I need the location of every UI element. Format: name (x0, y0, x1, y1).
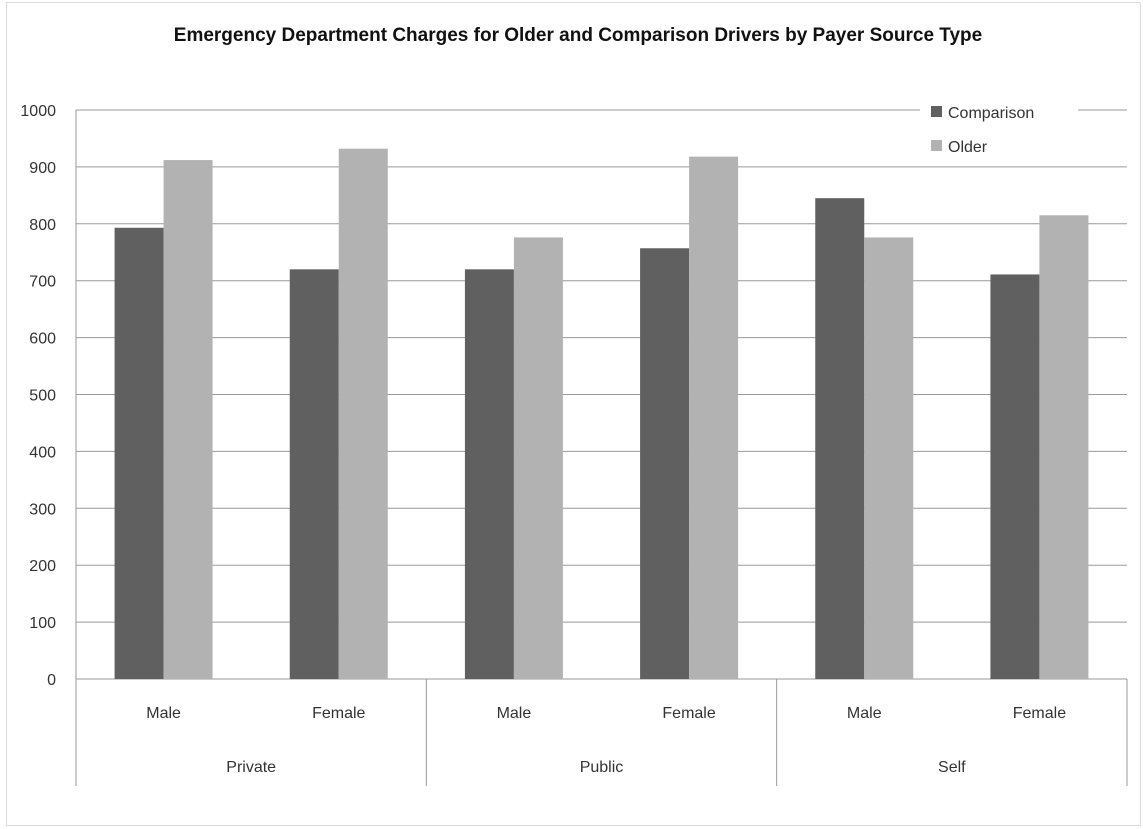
x-group-label: Self (938, 759, 966, 776)
y-tick-label: 100 (29, 615, 56, 632)
y-tick-label: 800 (29, 217, 56, 234)
y-axis-ticks: 0 100 200 300 400 500 600 700 800 900 1000 (20, 103, 56, 689)
x-axis: Male Female Male Female Male Female Private Pub… (75, 110, 1128, 786)
bar-older-5 (1039, 215, 1089, 679)
y-tick-label: 200 (29, 558, 56, 575)
bar-comparison-5 (990, 274, 1040, 679)
chart-title: Emergency Department Charges for Older a… (174, 25, 982, 46)
y-tick-label: 300 (29, 501, 56, 518)
bar-comparison-3 (640, 248, 690, 679)
bar-older-3 (689, 156, 739, 679)
bar-older-2 (513, 237, 563, 679)
y-tick-label: 0 (47, 672, 56, 689)
x-category-label: Male (847, 705, 882, 722)
y-tick-label: 1000 (20, 103, 56, 120)
x-category-label: Male (497, 705, 532, 722)
legend: Comparison Older (920, 96, 1078, 166)
x-category-label: Male (146, 705, 181, 722)
bars (114, 148, 1089, 679)
y-tick-label: 700 (29, 274, 56, 291)
bar-older-1 (338, 148, 388, 679)
x-group-label: Public (580, 759, 624, 776)
x-category-label: Female (1013, 705, 1066, 722)
x-category-label: Female (312, 705, 365, 722)
bar-comparison-4 (815, 198, 865, 679)
x-category-label: Female (662, 705, 715, 722)
legend-label-older: Older (948, 139, 988, 156)
legend-swatch-older (931, 140, 942, 151)
gridlines (76, 109, 1127, 680)
y-tick-label: 600 (29, 331, 56, 348)
bar-older-4 (864, 237, 914, 679)
legend-label-comparison: Comparison (948, 105, 1034, 122)
legend-swatch-comparison (931, 106, 942, 117)
bar-older-0 (163, 160, 213, 679)
bar-comparison-1 (289, 269, 339, 679)
y-tick-label: 400 (29, 444, 56, 461)
bar-comparison-2 (464, 269, 514, 679)
y-tick-label: 500 (29, 388, 56, 405)
bar-comparison-0 (114, 227, 164, 679)
y-tick-label: 900 (29, 160, 56, 177)
legend-background (920, 96, 1078, 166)
x-group-label: Private (226, 759, 276, 776)
